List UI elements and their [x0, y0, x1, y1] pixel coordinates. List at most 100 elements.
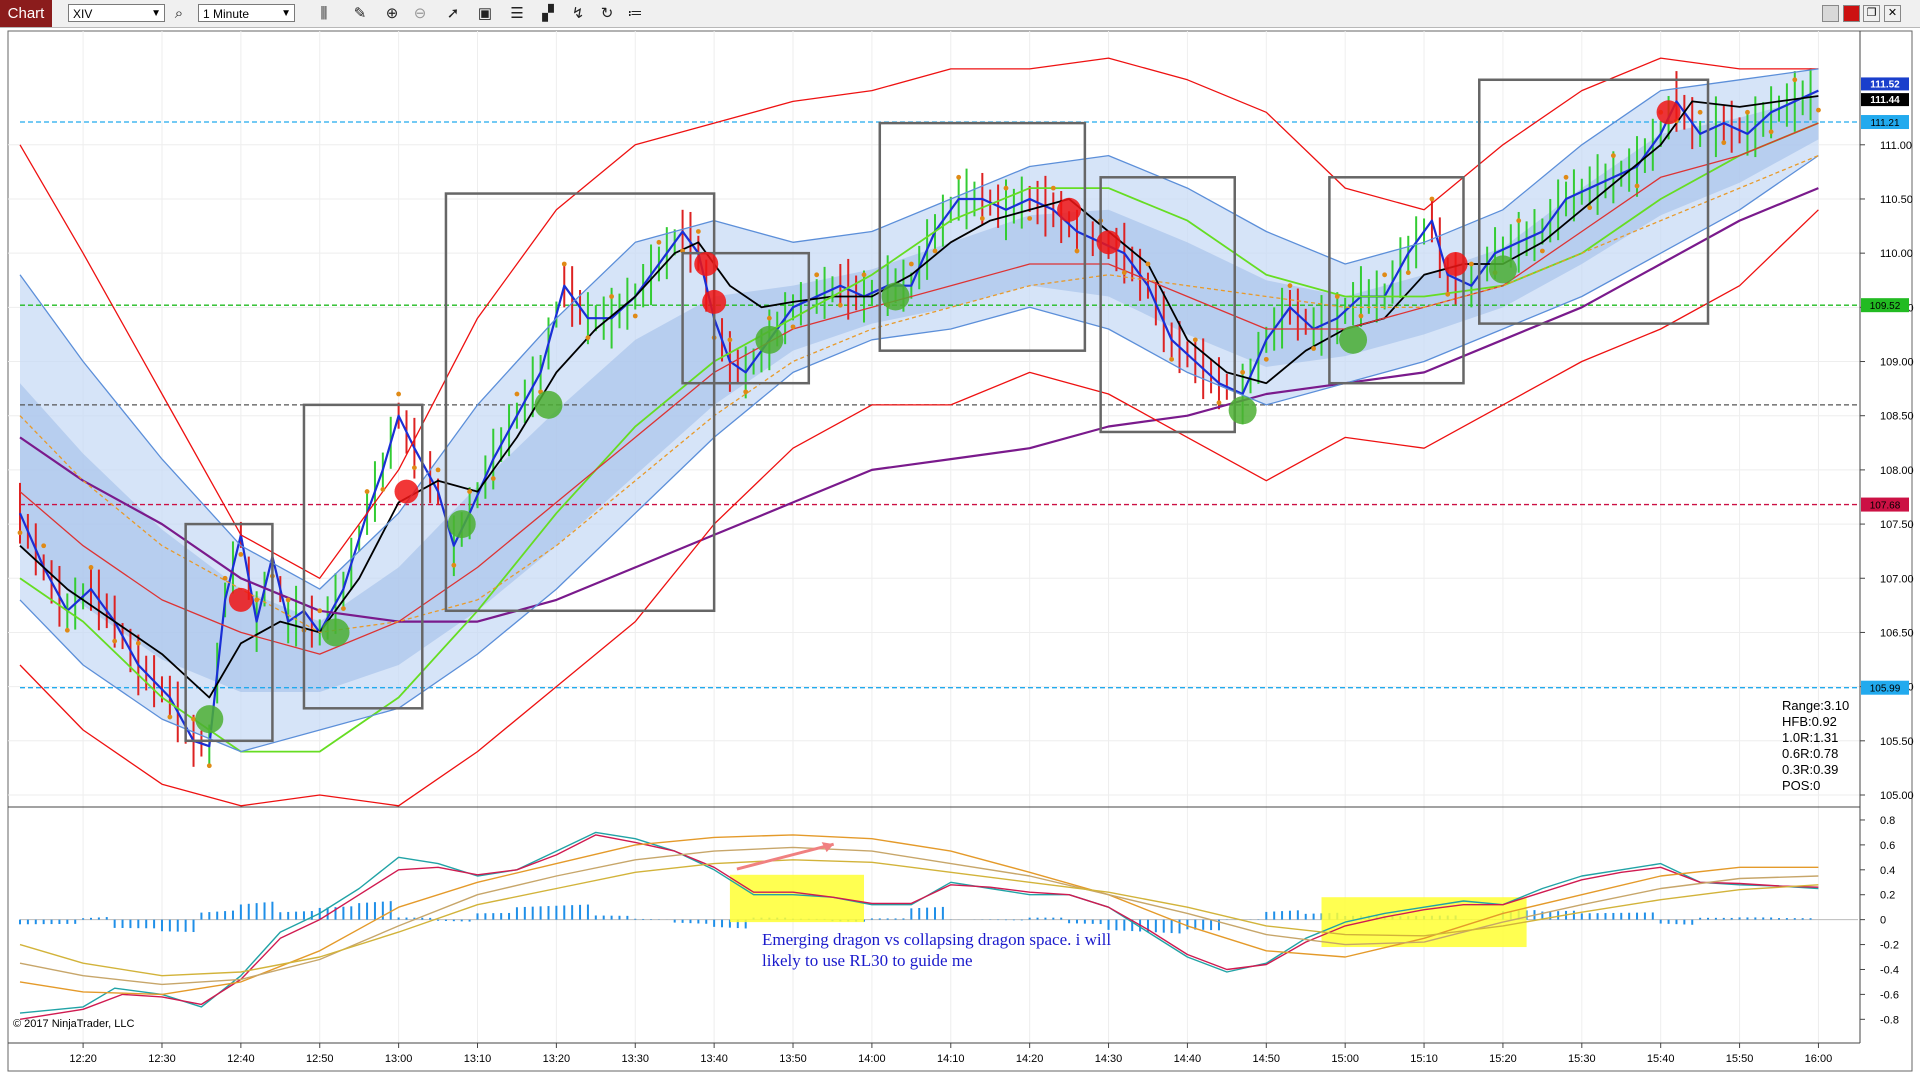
psar-dot [1634, 183, 1640, 189]
psar-dot [632, 313, 638, 319]
close-icon[interactable]: ✕ [1884, 5, 1901, 22]
restore-icon[interactable]: ❐ [1863, 5, 1880, 22]
minimize-icon[interactable] [1843, 5, 1860, 22]
zoom-in-icon[interactable]: ⊕ [385, 5, 399, 22]
osc-series-line [19, 846, 1819, 986]
x-tick-label: 13:30 [621, 1053, 649, 1065]
x-tick-label: 14:20 [1016, 1053, 1044, 1065]
osc-series-line [19, 834, 1819, 996]
psar-dot [1358, 313, 1364, 319]
x-tick-label: 15:10 [1410, 1053, 1438, 1065]
x-tick-label: 13:10 [464, 1053, 492, 1065]
buy-signal-dot [447, 510, 476, 539]
chart-tab[interactable]: Chart [0, 0, 52, 27]
stat-hfb: HFB:0.92 [1782, 714, 1837, 729]
psar-dot [1539, 248, 1545, 254]
psar-dot [1816, 107, 1821, 113]
x-tick-label: 15:20 [1489, 1053, 1517, 1065]
x-tick-label: 15:00 [1331, 1053, 1359, 1065]
y-tick-label: 107.50 [1880, 519, 1914, 531]
series-line [19, 187, 1819, 623]
psar-dot [1074, 248, 1080, 254]
psar-dot [1145, 261, 1151, 267]
toolbar: Chart XIV ▼ ⌕ 1 Minute ▼ ⫼ ✎ ⊕ ⊖ ➚ ▣ ☰ ▞… [0, 0, 1920, 28]
y-tick-label: 108.00 [1880, 465, 1914, 477]
psar-dot [1405, 270, 1411, 276]
psar-dot [1192, 337, 1198, 343]
price-label: 111.44 [1870, 95, 1900, 106]
data-box-icon[interactable]: ▣ [477, 5, 493, 22]
psar-dot [979, 216, 985, 221]
psar-dot [1610, 153, 1616, 159]
series-line [19, 122, 1819, 753]
range-box [184, 522, 274, 743]
interval-select[interactable]: 1 Minute ▼ [198, 4, 295, 22]
psar-dot [743, 389, 749, 395]
y-tick-label: 111.00 [1880, 140, 1912, 152]
sell-signal-dot [1096, 230, 1121, 255]
properties-list-icon[interactable]: ≔ [627, 5, 643, 22]
osc-y-tick-label: -0.4 [1880, 964, 1899, 976]
sell-signal-dot [394, 479, 419, 504]
psar-dot [112, 638, 118, 644]
psar-dot [135, 640, 141, 646]
reference-label-box [1861, 497, 1909, 512]
psar-dot [814, 272, 820, 278]
x-tick-label: 12:50 [306, 1053, 334, 1065]
psar-dot [1240, 369, 1246, 375]
psar-dot [1263, 356, 1269, 362]
x-tick-label: 13:20 [543, 1053, 571, 1065]
zoom-out-icon[interactable]: ⊖ [413, 5, 427, 22]
tile-window-icon[interactable] [1822, 5, 1839, 22]
y-tick-label: 110.50 [1880, 194, 1913, 206]
osc-series-line [19, 859, 1819, 977]
psar-dot [1027, 216, 1033, 221]
price-label-box [1861, 93, 1909, 107]
stat-1r: 1.0R:1.31 [1782, 730, 1839, 745]
osc-y-tick-label: 0.4 [1880, 865, 1895, 877]
x-tick-label: 15:30 [1568, 1053, 1596, 1065]
sell-signal-dot [702, 289, 727, 314]
chart-area[interactable]: 12:20 12:30 12:40 12:50 13:00 13:10 13:20 13:30… [0, 28, 1920, 1080]
reference-label: 105.99 [1870, 684, 1901, 695]
psar-dot [1768, 129, 1774, 135]
psar-dot [695, 229, 701, 234]
psar-dot [790, 324, 796, 330]
indicators-icon[interactable]: ↯ [571, 5, 585, 22]
reference-label: 109.52 [1870, 301, 1901, 312]
x-tick-label: 15:50 [1726, 1053, 1754, 1065]
reload-icon[interactable]: ↻ [600, 5, 614, 22]
psar-dot [727, 337, 733, 343]
series-line [19, 209, 1819, 807]
psar-dot [435, 467, 441, 473]
psar-dot [411, 465, 417, 471]
instrument-select[interactable]: XIV ▼ [68, 4, 165, 22]
reference-label-box [1861, 115, 1909, 130]
psar-dot [1792, 77, 1798, 83]
y-tick-label: 108.50 [1880, 411, 1914, 423]
cursor-icon[interactable]: ➚ [446, 5, 460, 22]
psar-dot [191, 716, 196, 722]
y-tick-label: 106.50 [1880, 627, 1914, 639]
x-tick-label: 15:40 [1647, 1053, 1675, 1065]
stat-06r: 0.6R:0.78 [1782, 746, 1839, 761]
psar-dot [1216, 400, 1222, 406]
x-tick-label: 13:40 [700, 1053, 728, 1065]
strategies-icon[interactable]: ▞ [542, 5, 554, 22]
copyright-text: © 2017 NinjaTrader, LLC [13, 1018, 135, 1030]
chart-trader-icon[interactable]: ☰ [510, 5, 524, 22]
psar-dot [41, 543, 47, 549]
series-line [19, 122, 1819, 655]
price-label: 111.52 [1870, 79, 1900, 90]
drawing-pencil-icon[interactable]: ✎ [353, 5, 367, 22]
reference-label-box [1861, 298, 1909, 313]
x-tick-label: 13:00 [385, 1053, 413, 1065]
psar-dot [561, 261, 567, 267]
osc-y-tick-label: 0.2 [1880, 890, 1895, 902]
bar-type-icon[interactable]: ⫼ [320, 5, 328, 22]
search-icon[interactable]: ⌕ [174, 5, 184, 22]
psar-dot [254, 597, 260, 603]
psar-dot [908, 261, 914, 267]
psar-dot [1721, 140, 1727, 146]
psar-dot [467, 489, 473, 494]
